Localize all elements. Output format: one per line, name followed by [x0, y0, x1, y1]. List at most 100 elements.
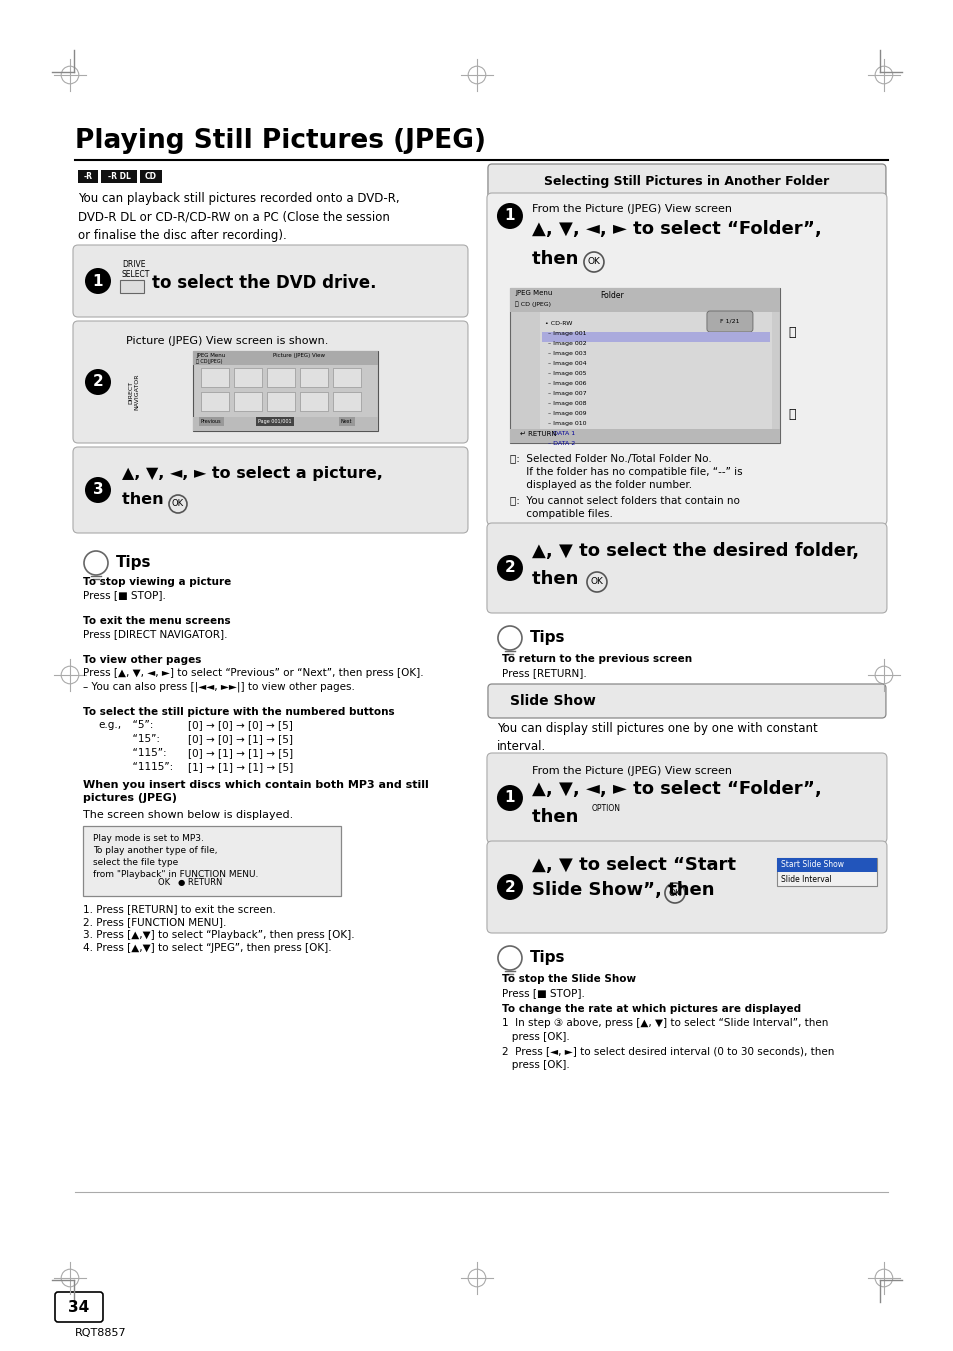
Bar	[510, 288, 780, 443]
Text: OPTION: OPTION	[591, 804, 620, 813]
Text: – You can also press [|◄◄, ►►|] to view other pages.: – You can also press [|◄◄, ►►|] to view …	[83, 681, 355, 692]
Text: [0] → [0] → [1] → [5]: [0] → [0] → [1] → [5]	[188, 734, 293, 744]
Text: [0] → [1] → [1] → [5]: [0] → [1] → [1] → [5]	[188, 748, 293, 758]
Text: • CD-RW: • CD-RW	[544, 322, 572, 326]
Bar	[299, 392, 328, 411]
FancyBboxPatch shape	[73, 245, 468, 317]
Text: To stop the Slide Show: To stop the Slide Show	[501, 974, 636, 984]
Text: ▲, ▼, ◄, ► to select “Folder”,: ▲, ▼, ◄, ► to select “Folder”,	[532, 220, 821, 238]
Text: 1. Press [RETURN] to exit the screen.: 1. Press [RETURN] to exit the screen.	[83, 904, 275, 915]
Text: ↵ RETURN: ↵ RETURN	[519, 431, 556, 436]
Text: – Image 001: – Image 001	[547, 331, 586, 336]
Bar	[267, 392, 294, 411]
Bar	[510, 288, 780, 312]
Text: ▲, ▼ to select the desired folder,: ▲, ▼ to select the desired folder,	[532, 542, 859, 561]
Text: To stop viewing a picture: To stop viewing a picture	[83, 577, 231, 586]
Text: Start Slide Show: Start Slide Show	[781, 861, 843, 869]
Text: – Image 010: – Image 010	[547, 422, 586, 426]
Text: To view other pages: To view other pages	[83, 655, 201, 665]
Text: “15”:: “15”:	[126, 734, 160, 744]
Text: -R DL: -R DL	[108, 172, 131, 181]
Text: Selecting Still Pictures in Another Folder: Selecting Still Pictures in Another Fold…	[544, 174, 829, 188]
Bar	[193, 351, 377, 365]
Text: OK: OK	[590, 577, 602, 586]
Text: Ⓐ: Ⓐ	[787, 327, 795, 339]
Text: – Image 006: – Image 006	[547, 381, 586, 386]
Bar	[78, 170, 98, 182]
FancyBboxPatch shape	[55, 1292, 103, 1323]
FancyBboxPatch shape	[73, 447, 468, 534]
Text: JPEG Menu: JPEG Menu	[515, 290, 552, 296]
FancyBboxPatch shape	[487, 684, 885, 717]
Text: Folder: Folder	[599, 290, 623, 300]
Text: – Image 009: – Image 009	[547, 411, 586, 416]
Text: You can display still pictures one by one with constant
interval.: You can display still pictures one by on…	[497, 721, 817, 753]
Text: Ⓑ: Ⓑ	[787, 408, 795, 422]
Text: Tips: Tips	[116, 555, 152, 570]
Text: – Image 003: – Image 003	[547, 351, 586, 357]
Text: 2: 2	[504, 561, 515, 576]
Text: Playing Still Pictures (JPEG): Playing Still Pictures (JPEG)	[75, 128, 485, 154]
Bar	[193, 351, 377, 431]
Text: then: then	[532, 570, 584, 588]
Circle shape	[497, 785, 522, 811]
Circle shape	[497, 555, 522, 581]
Text: 3: 3	[92, 482, 103, 497]
Text: From the Picture (JPEG) View screen: From the Picture (JPEG) View screen	[532, 766, 731, 775]
Text: CD: CD	[145, 172, 157, 181]
Text: Slide Interval: Slide Interval	[781, 875, 831, 884]
Text: JPEG Menu: JPEG Menu	[195, 353, 225, 358]
Text: Tips: Tips	[530, 950, 565, 965]
FancyBboxPatch shape	[706, 311, 752, 332]
Text: To return to the previous screen: To return to the previous screen	[501, 654, 691, 663]
Text: Slide Show”, then: Slide Show”, then	[532, 881, 720, 898]
Text: Next: Next	[340, 419, 352, 424]
Text: From the Picture (JPEG) View screen: From the Picture (JPEG) View screen	[532, 204, 731, 213]
Text: “5”:: “5”:	[126, 720, 153, 730]
FancyBboxPatch shape	[486, 753, 886, 843]
Text: Previous: Previous	[201, 419, 221, 424]
Text: Slide Show: Slide Show	[510, 694, 596, 708]
Bar	[333, 392, 360, 411]
Bar	[267, 367, 294, 386]
Bar	[539, 312, 771, 434]
Text: “1115”:: “1115”:	[126, 762, 173, 771]
Bar	[541, 332, 769, 342]
Text: You can playback still pictures recorded onto a DVD-R,
DVD-R DL or CD-R/CD-RW on: You can playback still pictures recorded…	[78, 192, 399, 242]
Bar	[201, 392, 229, 411]
Bar	[510, 430, 780, 443]
Text: – Image 007: – Image 007	[547, 390, 586, 396]
Text: Press [▲, ▼, ◄, ►] to select “Previous” or “Next”, then press [OK].: Press [▲, ▼, ◄, ►] to select “Previous” …	[83, 667, 423, 678]
Text: When you insert discs which contain both MP3 and still
pictures (JPEG): When you insert discs which contain both…	[83, 780, 428, 804]
Text: OK   ● RETURN: OK ● RETURN	[158, 878, 222, 888]
Text: 1: 1	[504, 208, 515, 223]
Text: Ⓐ CD(JPEG): Ⓐ CD(JPEG)	[195, 359, 222, 363]
FancyBboxPatch shape	[487, 163, 885, 199]
Text: Press [DIRECT NAVIGATOR].: Press [DIRECT NAVIGATOR].	[83, 630, 227, 639]
Text: “115”:: “115”:	[126, 748, 167, 758]
Text: 2: 2	[92, 374, 103, 389]
Text: Picture (JPEG) View: Picture (JPEG) View	[273, 353, 325, 358]
Text: Picture (JPEG) View screen is shown.: Picture (JPEG) View screen is shown.	[126, 336, 328, 346]
Text: 2: 2	[504, 880, 515, 894]
Bar	[140, 170, 162, 182]
Bar	[101, 170, 137, 182]
Bar	[201, 367, 229, 386]
Text: OK: OK	[587, 258, 599, 266]
Bar	[299, 367, 328, 386]
Bar	[233, 367, 262, 386]
Text: The screen shown below is displayed.: The screen shown below is displayed.	[83, 811, 293, 820]
Text: Page 001/001: Page 001/001	[257, 419, 292, 424]
Text: ▲, ▼, ◄, ► to select a picture,: ▲, ▼, ◄, ► to select a picture,	[122, 466, 382, 481]
Bar	[333, 367, 360, 386]
Text: 1: 1	[92, 273, 103, 289]
Bar	[776, 858, 876, 886]
Circle shape	[85, 369, 111, 394]
Text: ▲, ▼ to select “Start: ▲, ▼ to select “Start	[532, 857, 735, 874]
Text: 1  In step ③ above, press [▲, ▼] to select “Slide Interval”, then
   press [OK].: 1 In step ③ above, press [▲, ▼] to selec…	[501, 1019, 834, 1070]
FancyBboxPatch shape	[73, 322, 468, 443]
Text: [0] → [0] → [0] → [5]: [0] → [0] → [0] → [5]	[188, 720, 293, 730]
Text: To select the still picture with the numbered buttons: To select the still picture with the num…	[83, 707, 395, 717]
Text: – Image 008: – Image 008	[547, 401, 586, 407]
Text: OK: OK	[668, 889, 680, 897]
